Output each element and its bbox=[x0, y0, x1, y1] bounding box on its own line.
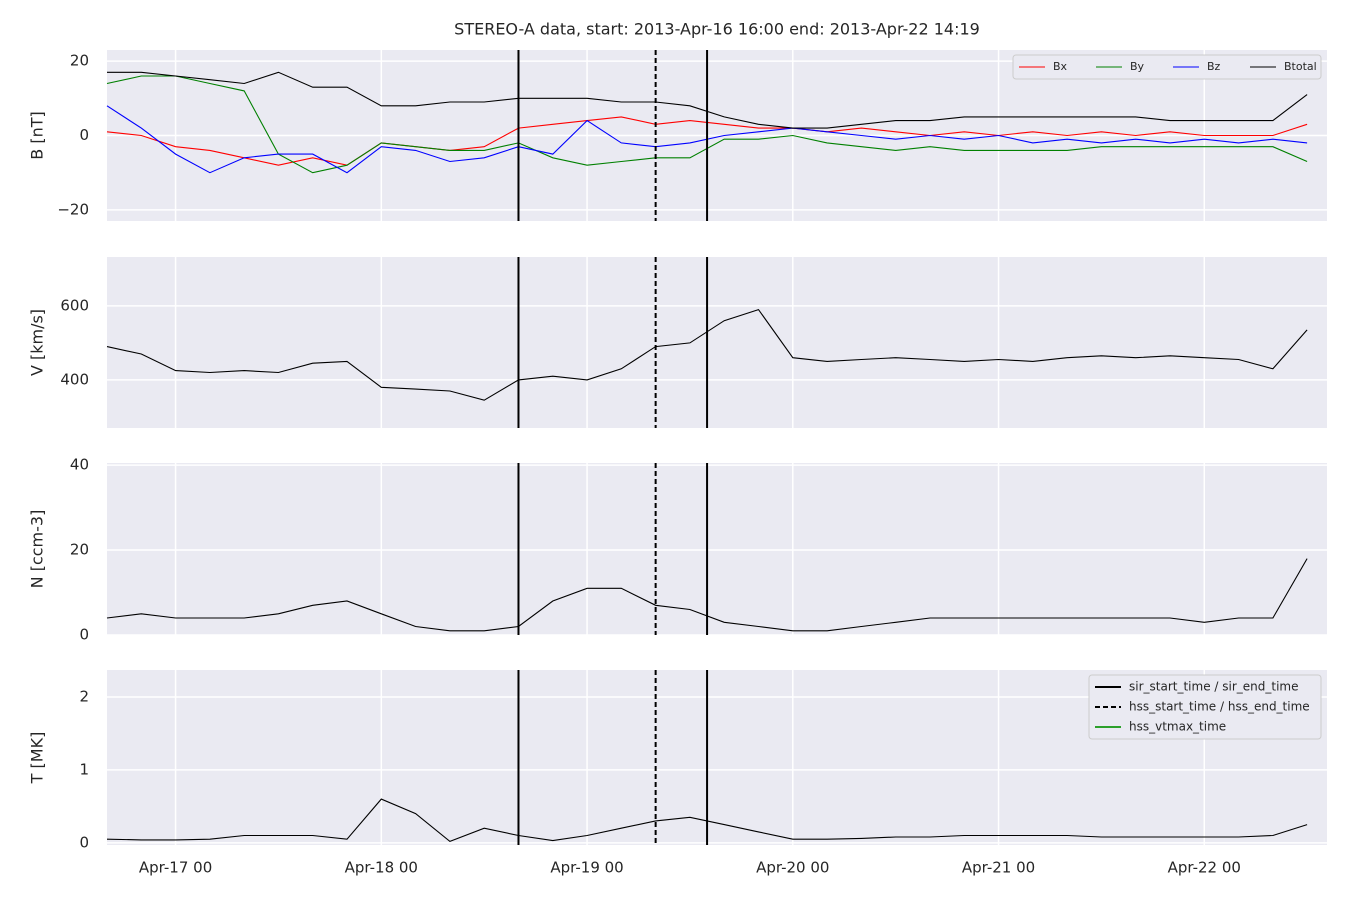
y-tick-label: 0 bbox=[79, 126, 89, 144]
y-tick-label: 40 bbox=[70, 456, 89, 474]
y-tick-label: 400 bbox=[60, 370, 89, 388]
y-tick-label: 2 bbox=[79, 687, 89, 705]
legend-label: hss_start_time / hss_end_time bbox=[1129, 700, 1310, 714]
legend-box bbox=[1012, 54, 1322, 80]
y-tick-label: 20 bbox=[70, 52, 89, 70]
y-axis-label: V [km/s] bbox=[28, 309, 47, 376]
x-tick-label: Apr-18 00 bbox=[345, 859, 418, 877]
y-tick-label: 0 bbox=[79, 833, 89, 851]
x-tick-label: Apr-20 00 bbox=[756, 859, 829, 877]
y-axis-label: T [MK] bbox=[28, 732, 47, 785]
plot-area bbox=[107, 257, 1327, 428]
y-tick-label: −20 bbox=[57, 200, 89, 218]
legend-box bbox=[1088, 674, 1322, 740]
y-tick-label: 20 bbox=[70, 541, 89, 559]
y-axis-label: B [nT] bbox=[28, 111, 47, 159]
legend-label: Bx bbox=[1053, 60, 1068, 73]
y-axis-label: N [ccm-3] bbox=[28, 510, 47, 589]
y-tick-label: 600 bbox=[60, 296, 89, 314]
legend-label: Btotal bbox=[1284, 60, 1317, 73]
x-tick-label: Apr-19 00 bbox=[550, 859, 623, 877]
legend-label: Bz bbox=[1207, 60, 1221, 73]
chart-title: STEREO-A data, start: 2013-Apr-16 16:00 … bbox=[454, 20, 980, 39]
plot-area bbox=[107, 463, 1327, 635]
x-tick-label: Apr-22 00 bbox=[1168, 859, 1241, 877]
y-tick-label: 1 bbox=[79, 760, 89, 778]
x-tick-label: Apr-17 00 bbox=[139, 859, 212, 877]
legend-label: sir_start_time / sir_end_time bbox=[1129, 680, 1299, 694]
legend-label: hss_vtmax_time bbox=[1129, 720, 1226, 734]
y-tick-label: 0 bbox=[79, 626, 89, 644]
x-tick-label: Apr-21 00 bbox=[962, 859, 1035, 877]
legend-label: By bbox=[1130, 60, 1145, 73]
